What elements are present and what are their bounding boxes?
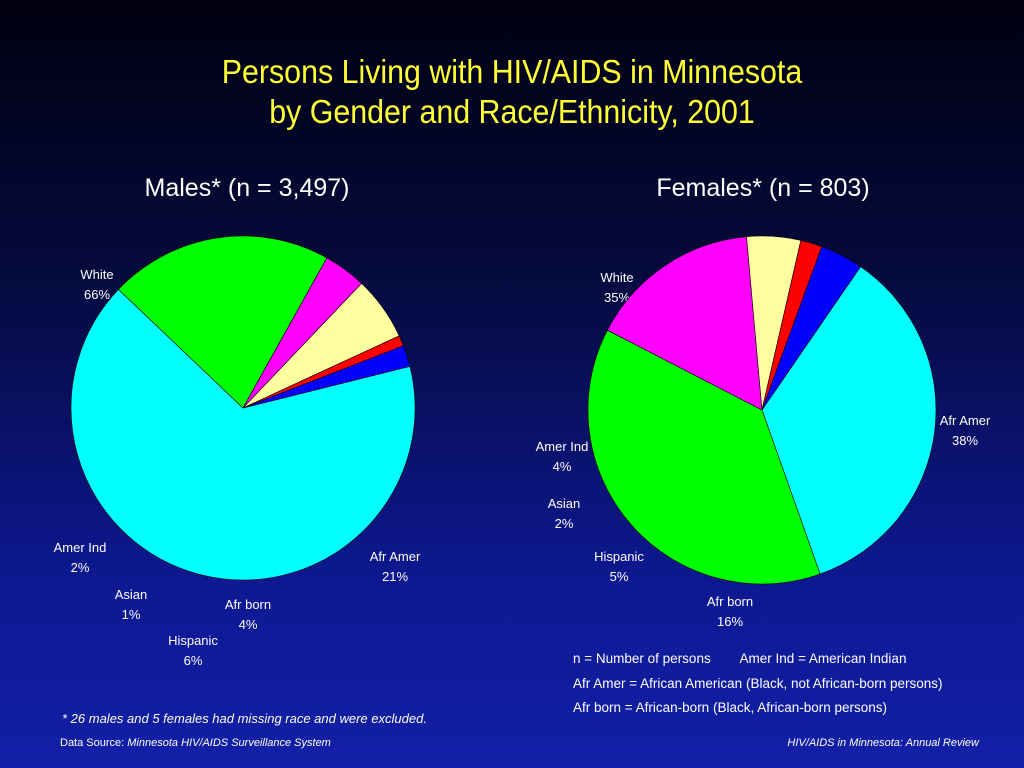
slice-label-white: White bbox=[80, 267, 113, 282]
data-source: Data Source: Minnesota HIV/AIDS Surveill… bbox=[60, 737, 331, 749]
slice-value-afr-amer: 21% bbox=[382, 569, 408, 584]
pie-slice-afr-born bbox=[606, 236, 763, 411]
data-source-label: Data Source: bbox=[60, 737, 125, 749]
slice-value-hispanic: 5% bbox=[610, 569, 629, 584]
slice-value-amer-ind: 2% bbox=[71, 560, 90, 575]
slice-label-asian: Asian bbox=[548, 496, 581, 511]
slice-value-asian: 2% bbox=[555, 516, 574, 531]
slice-value-afr-born: 16% bbox=[717, 614, 743, 629]
slice-label-afr-born: Afr born bbox=[707, 594, 753, 609]
legend-line-1: n = Number of persons Amer Ind = America… bbox=[573, 651, 906, 666]
slice-label-afr-amer: Afr Amer bbox=[940, 413, 991, 428]
slice-value-afr-born: 4% bbox=[239, 617, 258, 632]
females-pie: White 35% Afr Amer 38% Afr born 16% Hispanic 5%… bbox=[536, 235, 991, 629]
footnote: * 26 males and 5 females had missing rac… bbox=[62, 711, 427, 726]
slice-label-amer-ind: Amer Ind bbox=[54, 540, 107, 555]
pie-slice-amer-ind bbox=[761, 246, 861, 411]
pie-slice-afr-amer bbox=[118, 235, 328, 409]
page-title: Persons Living with HIV/AIDS in Minnesot… bbox=[41, 52, 983, 132]
slice-value-white: 35% bbox=[604, 290, 630, 305]
males-chart-title: Males* (n = 3,497) bbox=[144, 174, 350, 202]
slice-label-hispanic: Hispanic bbox=[594, 549, 644, 564]
males-pie: White 66% Afr Amer 21% Afr born 4% Hispanic 6% A… bbox=[54, 235, 421, 668]
pie-slice-white bbox=[70, 288, 416, 581]
slice-label-asian: Asian bbox=[115, 587, 148, 602]
slice-label-hispanic: Hispanic bbox=[168, 633, 218, 648]
slice-value-afr-amer: 38% bbox=[952, 433, 978, 448]
title-line-2: by Gender and Race/Ethnicity, 2001 bbox=[269, 93, 755, 130]
title-line-1: Persons Living with HIV/AIDS in Minnesot… bbox=[221, 53, 803, 90]
pie-slice-amer-ind bbox=[242, 345, 411, 409]
data-source-name: Minnesota HIV/AIDS Surveillance System bbox=[127, 737, 331, 749]
slice-label-white: White bbox=[600, 270, 633, 285]
slice-value-asian: 1% bbox=[122, 607, 141, 622]
slice-value-amer-ind: 4% bbox=[553, 459, 572, 474]
legend-line-3: Afr born = African-born (Black, African-… bbox=[573, 700, 888, 715]
slice-label-afr-born: Afr born bbox=[225, 597, 271, 612]
females-chart-title: Females* (n = 803) bbox=[656, 174, 870, 202]
slice-label-amer-ind: Amer Ind bbox=[536, 439, 589, 454]
slice-value-hispanic: 6% bbox=[184, 653, 203, 668]
legend-line-2: Afr Amer = African American (Black, not … bbox=[573, 676, 943, 691]
slice-label-afr-amer: Afr Amer bbox=[370, 549, 421, 564]
pie-slice-afr-amer bbox=[587, 329, 821, 585]
legend-n: n = Number of persons bbox=[573, 651, 711, 666]
pie-slice-white bbox=[761, 266, 937, 575]
footer-right: HIV/AIDS in Minnesota: Annual Review bbox=[787, 737, 979, 749]
legend-amer-ind: Amer Ind = American Indian bbox=[739, 651, 907, 666]
slice-value-white: 66% bbox=[84, 287, 110, 302]
